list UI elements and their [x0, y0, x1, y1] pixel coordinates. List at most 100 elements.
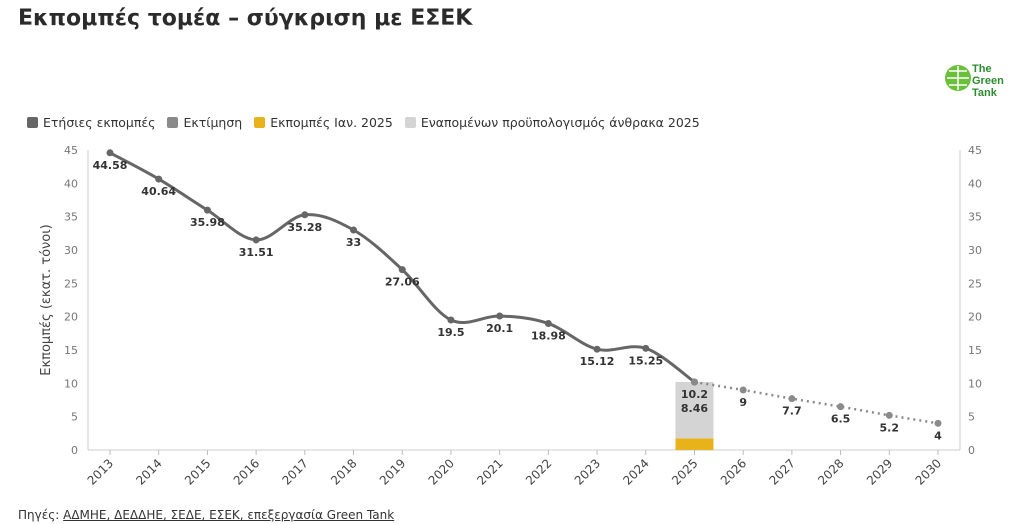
logo-text-3: Tank	[972, 87, 998, 99]
data-label: 35.28	[287, 221, 322, 234]
data-point	[496, 312, 504, 320]
data-label: 15.25	[628, 354, 663, 367]
x-tick-label: 2014	[133, 456, 164, 487]
y-tick-label-left: 10	[64, 377, 78, 390]
data-point	[934, 419, 942, 427]
data-label: 27.06	[385, 276, 420, 289]
data-label: 9	[739, 396, 747, 409]
data-label: 5.2	[880, 421, 900, 434]
x-tick-label: 2025	[669, 456, 700, 487]
y-tick-label-left: 40	[64, 177, 78, 190]
logo-text-2: Green	[972, 75, 1004, 87]
source-note: Πηγές: ΑΔΜΗΕ, ΔΕΔΔΗΕ, ΣΕΔΕ, ΕΣΕΚ, επεξερ…	[18, 508, 394, 522]
legend: Ετήσιες εκπομπές Εκτίμηση Εκπομπές Ιαν. …	[27, 115, 700, 130]
legend-label: Ετήσιες εκπομπές	[43, 115, 156, 130]
data-point	[155, 175, 163, 183]
legend-label: Εκπομπές Ιαν. 2025	[270, 115, 393, 130]
x-tick-label: 2021	[474, 456, 505, 487]
logo-text-1: The	[972, 63, 992, 75]
y-tick-label-left: 0	[71, 444, 78, 457]
data-label: 18.98	[531, 329, 566, 342]
data-point	[301, 211, 309, 219]
x-tick-label: 2029	[864, 456, 895, 487]
data-label: 6.5	[831, 413, 851, 426]
source-prefix: Πηγές:	[18, 508, 64, 522]
y-tick-label-right: 45	[968, 144, 982, 157]
data-label: 35.98	[190, 216, 225, 229]
data-point	[398, 266, 406, 274]
leaf-grid-icon	[945, 65, 971, 91]
chart-title: Εκπομπές τομέα – σύγκριση με ΕΣΕΚ	[18, 6, 473, 31]
y-tick-label-left: 35	[64, 211, 78, 224]
data-label: 40.64	[141, 185, 176, 198]
data-point	[837, 403, 845, 411]
data-label: 33	[346, 236, 361, 249]
data-label: 4	[934, 429, 942, 442]
legend-label: Εκτίμηση	[183, 115, 243, 130]
y-tick-label-left: 5	[71, 411, 78, 424]
data-label: 10.2	[681, 388, 708, 401]
x-tick-label: 2020	[426, 456, 457, 487]
bar-data-label: 8.46	[681, 402, 708, 415]
x-tick-label: 2027	[767, 456, 798, 487]
source-link[interactable]: ΑΔΜΗΕ, ΔΕΔΔΗΕ, ΣΕΔΕ, ΕΣΕΚ, επεξεργασία G…	[63, 508, 395, 522]
legend-swatch	[167, 117, 179, 128]
data-point	[788, 395, 796, 403]
y-tick-label-right: 5	[968, 411, 975, 424]
y-tick-label-right: 30	[968, 244, 982, 257]
data-point	[447, 316, 455, 324]
bar-segment	[675, 382, 714, 439]
legend-item-jan2025[interactable]: Εκπομπές Ιαν. 2025	[254, 115, 393, 130]
x-tick-label: 2026	[718, 456, 749, 487]
data-label: 19.5	[437, 326, 464, 339]
bar-segment	[675, 438, 714, 450]
series-line-estimate	[694, 380, 939, 425]
data-point	[642, 344, 650, 352]
legend-swatch	[404, 117, 416, 128]
y-tick-label-left: 30	[64, 244, 78, 257]
data-point	[593, 345, 601, 353]
x-tick-label: 2017	[279, 456, 310, 487]
legend-item-estimate[interactable]: Εκτίμηση	[167, 115, 242, 130]
y-tick-label-left: 25	[64, 277, 78, 290]
legend-item-annual[interactable]: Ετήσιες εκπομπές	[27, 115, 155, 130]
y-axis-label: Εκπομπές (εκατ. τόνοι)	[39, 224, 54, 375]
legend-label: Εναπομένων προϋπολογισμός άνθρακα 2025	[420, 115, 700, 130]
data-label: 15.12	[580, 355, 615, 368]
x-tick-label: 2018	[328, 456, 359, 487]
x-tick-label: 2013	[85, 456, 116, 487]
x-tick-label: 2024	[620, 456, 651, 487]
x-tick-label: 2015	[182, 456, 213, 487]
legend-item-budget[interactable]: Εναπομένων προϋπολογισμός άνθρακα 2025	[404, 115, 700, 130]
data-point	[885, 411, 893, 419]
y-tick-label-right: 35	[968, 211, 982, 224]
x-tick-label: 2016	[231, 456, 262, 487]
x-tick-label: 2023	[572, 456, 603, 487]
data-point	[252, 236, 260, 244]
legend-swatch	[254, 117, 266, 128]
legend-swatch	[27, 117, 38, 128]
data-point	[690, 378, 698, 386]
y-tick-label-left: 15	[64, 344, 78, 357]
data-label: 7.7	[782, 405, 802, 418]
data-point	[739, 386, 747, 394]
data-label: 20.1	[486, 322, 513, 335]
y-tick-label-right: 15	[968, 344, 982, 357]
y-tick-label-right: 10	[968, 377, 982, 390]
y-tick-label-right: 25	[968, 277, 982, 290]
y-tick-label-right: 0	[968, 444, 975, 457]
y-tick-label-left: 20	[64, 311, 78, 324]
y-tick-label-right: 40	[968, 177, 982, 190]
data-label: 44.58	[93, 159, 128, 172]
data-point	[350, 226, 358, 234]
x-tick-label: 2030	[913, 456, 944, 487]
data-point	[544, 319, 552, 327]
data-point	[106, 149, 114, 157]
x-tick-label: 2019	[377, 456, 408, 487]
y-tick-label-left: 45	[64, 144, 78, 157]
data-point	[203, 206, 211, 214]
x-tick-label: 2022	[523, 456, 554, 487]
y-tick-label-right: 20	[968, 311, 982, 324]
x-tick-label: 2028	[815, 456, 846, 487]
